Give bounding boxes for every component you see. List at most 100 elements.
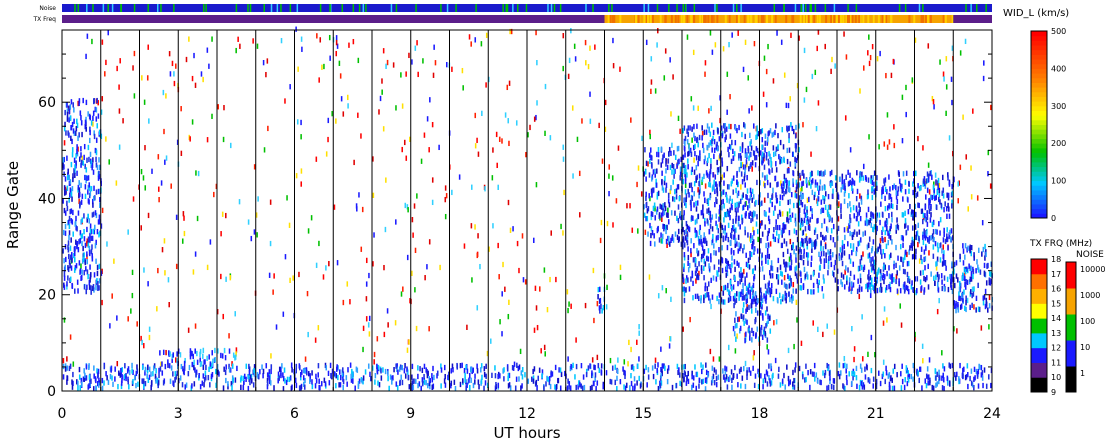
data-point xyxy=(784,384,787,390)
data-point xyxy=(764,373,766,380)
data-point xyxy=(737,207,739,213)
data-point xyxy=(672,74,674,80)
data-point xyxy=(844,385,846,392)
data-point xyxy=(731,255,733,261)
data-point xyxy=(747,232,749,238)
data-point xyxy=(557,378,559,384)
data-point xyxy=(768,375,770,381)
data-point xyxy=(775,274,778,280)
noise-mark xyxy=(810,4,812,12)
data-point xyxy=(576,136,579,143)
data-point xyxy=(819,170,821,177)
data-point xyxy=(72,371,74,378)
data-point xyxy=(969,248,971,254)
data-point xyxy=(776,30,778,36)
data-point xyxy=(753,276,755,282)
data-point xyxy=(114,376,116,382)
txfreq-mark xyxy=(944,15,947,23)
data-point xyxy=(710,105,712,112)
data-point xyxy=(682,226,684,233)
data-point xyxy=(899,244,902,250)
data-point xyxy=(148,118,150,124)
data-point xyxy=(616,368,619,375)
data-point xyxy=(214,347,216,354)
data-point xyxy=(723,217,725,223)
noise-mark xyxy=(714,4,716,12)
data-point xyxy=(982,246,985,253)
data-point xyxy=(566,385,569,391)
data-point xyxy=(691,166,694,172)
data-point xyxy=(938,182,941,189)
data-point xyxy=(568,384,570,390)
data-point xyxy=(194,323,197,329)
data-point xyxy=(738,295,740,301)
data-point xyxy=(867,286,869,293)
txfreq-strip-segment-alt xyxy=(604,15,954,23)
data-point xyxy=(842,363,845,369)
data-point xyxy=(692,105,695,111)
data-point xyxy=(805,178,808,184)
data-point xyxy=(83,368,85,374)
data-point xyxy=(741,289,743,295)
data-point xyxy=(724,123,727,129)
data-point xyxy=(143,383,145,389)
data-point xyxy=(106,375,108,381)
data-point xyxy=(762,329,765,335)
txfreq-mark xyxy=(649,15,652,23)
data-point xyxy=(754,291,757,297)
data-point xyxy=(82,160,85,166)
noise-mark xyxy=(329,4,331,12)
data-point xyxy=(930,205,932,212)
data-point xyxy=(814,376,816,382)
data-point xyxy=(768,228,770,234)
data-point xyxy=(96,264,99,271)
data-point xyxy=(377,380,379,386)
data-point xyxy=(693,202,695,208)
data-point xyxy=(434,60,437,66)
data-point xyxy=(831,193,834,199)
data-point xyxy=(807,219,810,225)
data-point xyxy=(817,282,819,289)
data-point xyxy=(78,260,81,266)
data-point xyxy=(870,257,872,263)
data-point xyxy=(850,281,853,287)
data-point xyxy=(977,282,979,289)
data-point xyxy=(701,179,703,186)
data-point xyxy=(748,198,750,204)
data-point xyxy=(165,155,168,161)
data-point xyxy=(835,182,837,188)
data-point xyxy=(810,261,812,268)
data-point xyxy=(911,77,914,83)
data-point xyxy=(656,194,659,200)
data-point xyxy=(768,270,771,276)
data-point xyxy=(713,250,715,256)
txfreq-mark xyxy=(848,15,851,23)
data-point xyxy=(926,214,929,221)
data-point xyxy=(893,183,895,189)
data-point xyxy=(875,181,878,187)
data-point xyxy=(703,275,705,281)
data-point xyxy=(798,147,800,153)
data-point xyxy=(746,297,748,304)
data-point xyxy=(228,348,231,354)
data-point xyxy=(630,364,633,370)
data-point xyxy=(711,226,714,232)
data-point xyxy=(673,168,675,175)
data-point xyxy=(934,240,937,247)
data-point xyxy=(325,365,328,371)
txfreq-mark xyxy=(611,15,614,23)
data-point xyxy=(794,161,797,167)
data-point xyxy=(866,365,868,371)
data-point xyxy=(814,179,817,185)
data-point xyxy=(93,98,95,105)
data-point xyxy=(687,370,689,377)
data-point xyxy=(780,299,782,305)
data-point xyxy=(904,377,906,383)
data-point xyxy=(247,385,250,392)
data-point xyxy=(851,250,853,256)
data-point xyxy=(99,202,101,208)
data-point xyxy=(888,174,890,180)
data-point xyxy=(925,230,928,237)
data-point xyxy=(780,39,783,45)
data-point xyxy=(704,60,707,66)
